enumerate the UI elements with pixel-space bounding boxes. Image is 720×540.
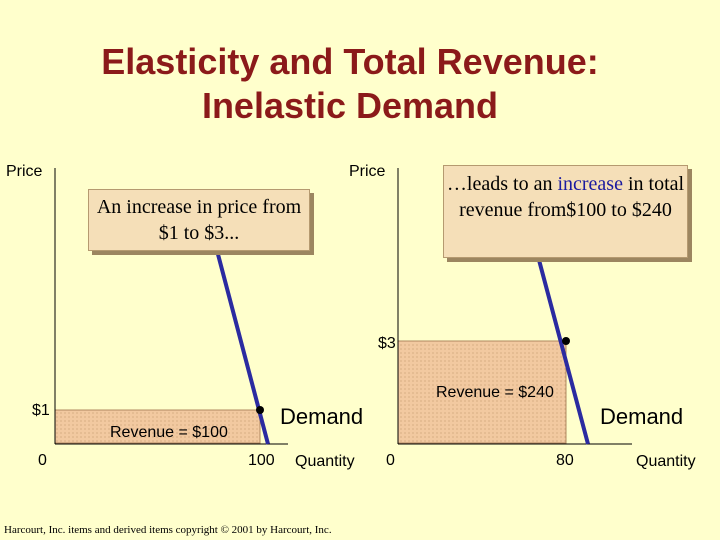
left-origin: 0 — [38, 452, 47, 469]
copyright-footer: Harcourt, Inc. items and derived items c… — [4, 524, 332, 536]
left-quantity-label: Quantity — [295, 453, 355, 470]
right-callout: …leads to an increase in total revenue f… — [443, 165, 688, 258]
title-line-2: Inelastic Demand — [201, 85, 499, 126]
right-demand-label: Demand — [600, 404, 684, 429]
right-quantity-label: Quantity — [636, 453, 696, 470]
right-price-label: Price — [349, 163, 386, 180]
title-line-1: Elasticity and Total Revenue: — [101, 41, 599, 82]
right-callout-highlight: increase — [557, 173, 623, 195]
right-demand-curve — [533, 244, 590, 445]
right-revenue-label: Revenue = $240 — [436, 384, 554, 401]
left-quantity-tick: 100 — [248, 452, 275, 469]
left-point — [256, 406, 264, 414]
right-quantity-tick: 80 — [556, 452, 574, 469]
right-callout-post: in total revenue from$100 to $240 — [459, 173, 685, 221]
right-revenue-area — [397, 340, 567, 444]
right-point — [562, 337, 570, 345]
right-price-tick: $3 — [378, 335, 396, 352]
right-origin: 0 — [386, 452, 395, 469]
left-callout: An increase in price from $1 to $3... — [88, 189, 310, 251]
left-price-label: Price — [6, 163, 43, 180]
left-price-tick: $1 — [32, 402, 50, 419]
left-demand-label: Demand — [280, 404, 364, 429]
right-callout-pre: …leads to an — [446, 173, 558, 195]
left-revenue-area — [54, 409, 261, 444]
left-revenue-label: Revenue = $100 — [110, 424, 228, 441]
